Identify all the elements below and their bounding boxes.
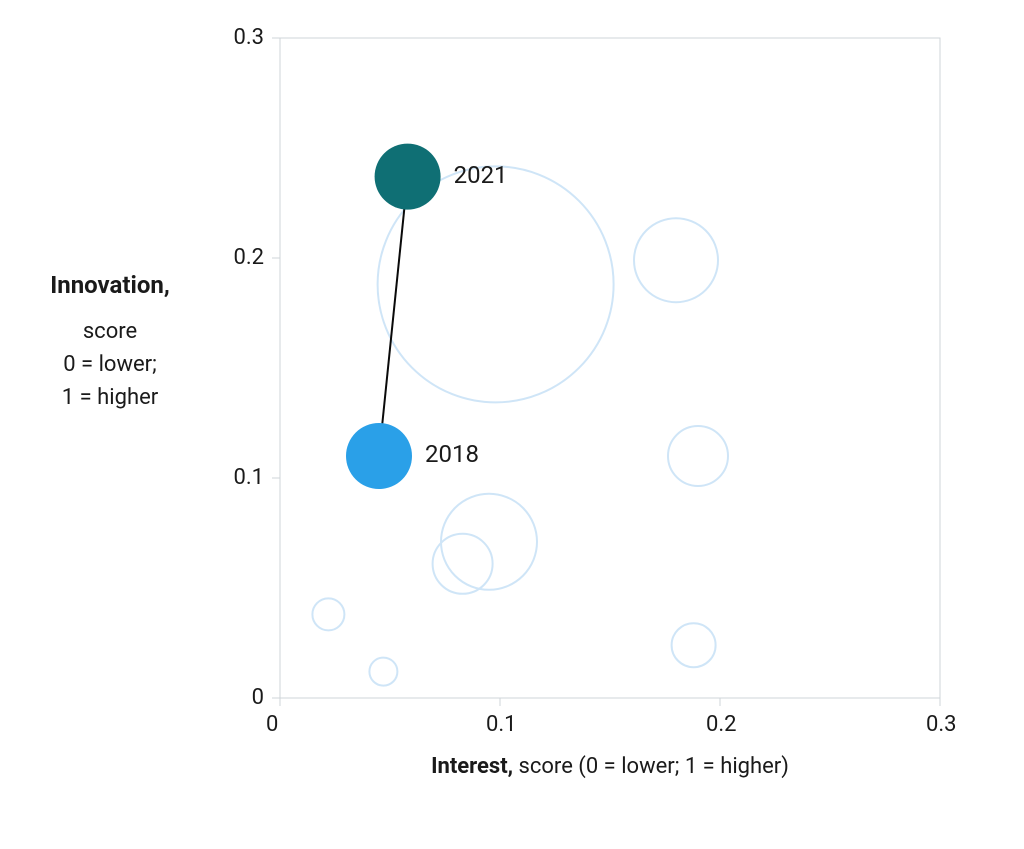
y-axis-subtitle-2: 0 = lower; xyxy=(20,348,200,381)
x-axis-label: Interest, score (0 = lower; 1 = higher) xyxy=(280,754,940,779)
x-axis-title: Interest, xyxy=(431,754,513,779)
y-axis-subtitle-1: score xyxy=(20,315,200,348)
x-tick-label: 0.1 xyxy=(486,712,517,737)
scatter-chart: Innovation, score 0 = lower; 1 = higher … xyxy=(0,0,1024,849)
y-axis-label: Innovation, score 0 = lower; 1 = higher xyxy=(20,267,200,414)
y-tick-label: 0 xyxy=(252,685,264,710)
point-label: 2018 xyxy=(425,440,479,468)
x-axis-subtitle: score (0 = lower; 1 = higher) xyxy=(513,754,789,779)
point-label: 2021 xyxy=(454,161,508,189)
x-tick-label: 0.3 xyxy=(926,712,957,737)
y-axis-title: Innovation, xyxy=(20,267,200,303)
y-axis-subtitle-3: 1 = higher xyxy=(20,381,200,414)
x-tick-label: 0.2 xyxy=(706,712,737,737)
x-tick-label: 0 xyxy=(266,712,278,737)
y-tick-label: 0.1 xyxy=(233,465,264,490)
y-tick-label: 0.3 xyxy=(233,25,264,50)
y-tick-label: 0.2 xyxy=(233,245,264,270)
